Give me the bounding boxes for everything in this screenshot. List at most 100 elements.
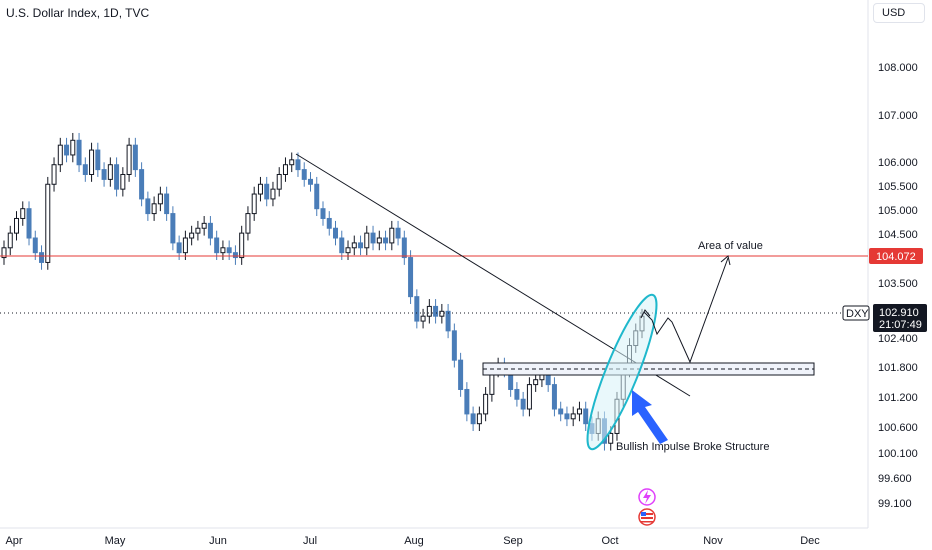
candle-body bbox=[470, 413, 476, 425]
x-tick-label: Sep bbox=[503, 535, 523, 547]
us-flag-icon[interactable] bbox=[638, 508, 656, 526]
candle-body bbox=[426, 305, 432, 317]
y-tick-label: 105.000 bbox=[878, 205, 918, 217]
x-axis: Apr May Jun Jul Aug Sep Oct Nov Dec bbox=[5, 535, 820, 547]
candle-body bbox=[257, 183, 263, 195]
candle-body bbox=[608, 432, 614, 444]
y-tick-label: 100.100 bbox=[878, 448, 918, 460]
candle-body bbox=[226, 247, 232, 254]
x-tick-label: Aug bbox=[404, 535, 424, 547]
candle-body bbox=[583, 408, 589, 425]
candle-body bbox=[289, 159, 295, 166]
candle-body bbox=[101, 169, 107, 180]
candle-body bbox=[214, 237, 220, 254]
candle-body bbox=[476, 413, 482, 425]
candle-body bbox=[389, 227, 395, 244]
candle-body bbox=[364, 232, 370, 249]
x-tick-label: Oct bbox=[601, 535, 618, 547]
candle-body bbox=[207, 222, 213, 239]
candle-body bbox=[82, 164, 88, 175]
projection-path bbox=[643, 257, 729, 364]
candle-body bbox=[333, 227, 339, 239]
candle-body bbox=[39, 252, 45, 263]
ellipse-top-arrowhead bbox=[640, 309, 651, 319]
y-tick-label: 104.500 bbox=[878, 229, 918, 241]
candle-body bbox=[126, 144, 132, 175]
candle-body bbox=[370, 232, 376, 244]
area-of-value-price: 104.072 bbox=[876, 251, 916, 263]
x-tick-label: Jun bbox=[209, 535, 227, 547]
candle-body bbox=[520, 398, 526, 410]
lightning-icon[interactable] bbox=[638, 488, 656, 506]
y-tick-label: 101.800 bbox=[878, 362, 918, 374]
impulse-label: Bullish Impulse Broke Structure bbox=[616, 441, 769, 453]
candle-body bbox=[533, 379, 539, 386]
candle-body bbox=[301, 169, 307, 180]
candle-body bbox=[358, 242, 364, 249]
candle-body bbox=[189, 232, 195, 239]
candle-body bbox=[107, 164, 113, 180]
candle-body bbox=[232, 252, 238, 259]
candle-body bbox=[120, 173, 126, 190]
candle-body bbox=[483, 393, 489, 415]
area-of-value-label: Area of value bbox=[698, 240, 763, 252]
candle-body bbox=[145, 198, 151, 215]
candle-body bbox=[558, 408, 564, 415]
candle-body bbox=[326, 217, 332, 229]
candle-body bbox=[414, 296, 420, 322]
candle-body bbox=[458, 359, 464, 390]
candle-body bbox=[564, 413, 570, 420]
candle-body bbox=[433, 305, 439, 317]
candle-body bbox=[383, 237, 389, 244]
y-tick-label: 106.000 bbox=[878, 157, 918, 169]
candle-body bbox=[320, 208, 326, 219]
candle-body bbox=[295, 159, 301, 171]
candle-body bbox=[164, 193, 170, 215]
candle-body bbox=[464, 388, 470, 415]
candle-body bbox=[195, 227, 201, 234]
candle-body bbox=[170, 213, 176, 244]
symbol-label: DXY bbox=[846, 308, 869, 320]
symbol-tag bbox=[842, 305, 870, 321]
candle-body bbox=[545, 374, 551, 386]
candle-body bbox=[76, 139, 82, 166]
candle-body bbox=[45, 183, 51, 263]
x-tick-label: Dec bbox=[800, 535, 820, 547]
currency-button[interactable]: USD bbox=[873, 3, 925, 23]
projection-arrowhead bbox=[720, 255, 731, 266]
candle-body bbox=[570, 413, 576, 420]
candle-body bbox=[89, 149, 95, 175]
candle-body bbox=[20, 208, 26, 219]
candle-body bbox=[264, 183, 270, 200]
y-tick-label: 105.500 bbox=[878, 181, 918, 193]
candle-body bbox=[351, 242, 357, 249]
candle-body bbox=[151, 203, 157, 215]
candle-body bbox=[201, 222, 207, 229]
last-price-label: 102.910 bbox=[879, 307, 919, 319]
y-tick-label: 102.400 bbox=[878, 333, 918, 345]
y-tick-label: 99.100 bbox=[878, 498, 912, 510]
candle-body bbox=[339, 237, 345, 254]
candle-body bbox=[514, 388, 520, 400]
candle-body bbox=[251, 193, 257, 215]
area-of-value-price-tag bbox=[869, 248, 923, 264]
candle-body bbox=[139, 169, 145, 200]
x-tick-label: Jul bbox=[303, 535, 317, 547]
countdown-label: 21:07:49 bbox=[879, 319, 922, 331]
candle-body bbox=[32, 237, 38, 254]
y-tick-label: 99.600 bbox=[878, 473, 912, 485]
candle-body bbox=[307, 178, 313, 185]
candle-body bbox=[176, 242, 182, 254]
candle-body bbox=[220, 247, 226, 254]
candle-body bbox=[14, 217, 20, 234]
candle-body bbox=[420, 315, 426, 322]
last-price-tag bbox=[873, 304, 927, 332]
chart-title: U.S. Dollar Index, 1D, TVC bbox=[6, 6, 150, 20]
candle-body bbox=[376, 237, 382, 244]
x-tick-label: Apr bbox=[5, 535, 22, 547]
candle-body bbox=[451, 330, 457, 361]
candle-body bbox=[132, 144, 138, 171]
candle-body bbox=[526, 384, 532, 410]
impulse-ellipse[interactable] bbox=[576, 289, 668, 455]
